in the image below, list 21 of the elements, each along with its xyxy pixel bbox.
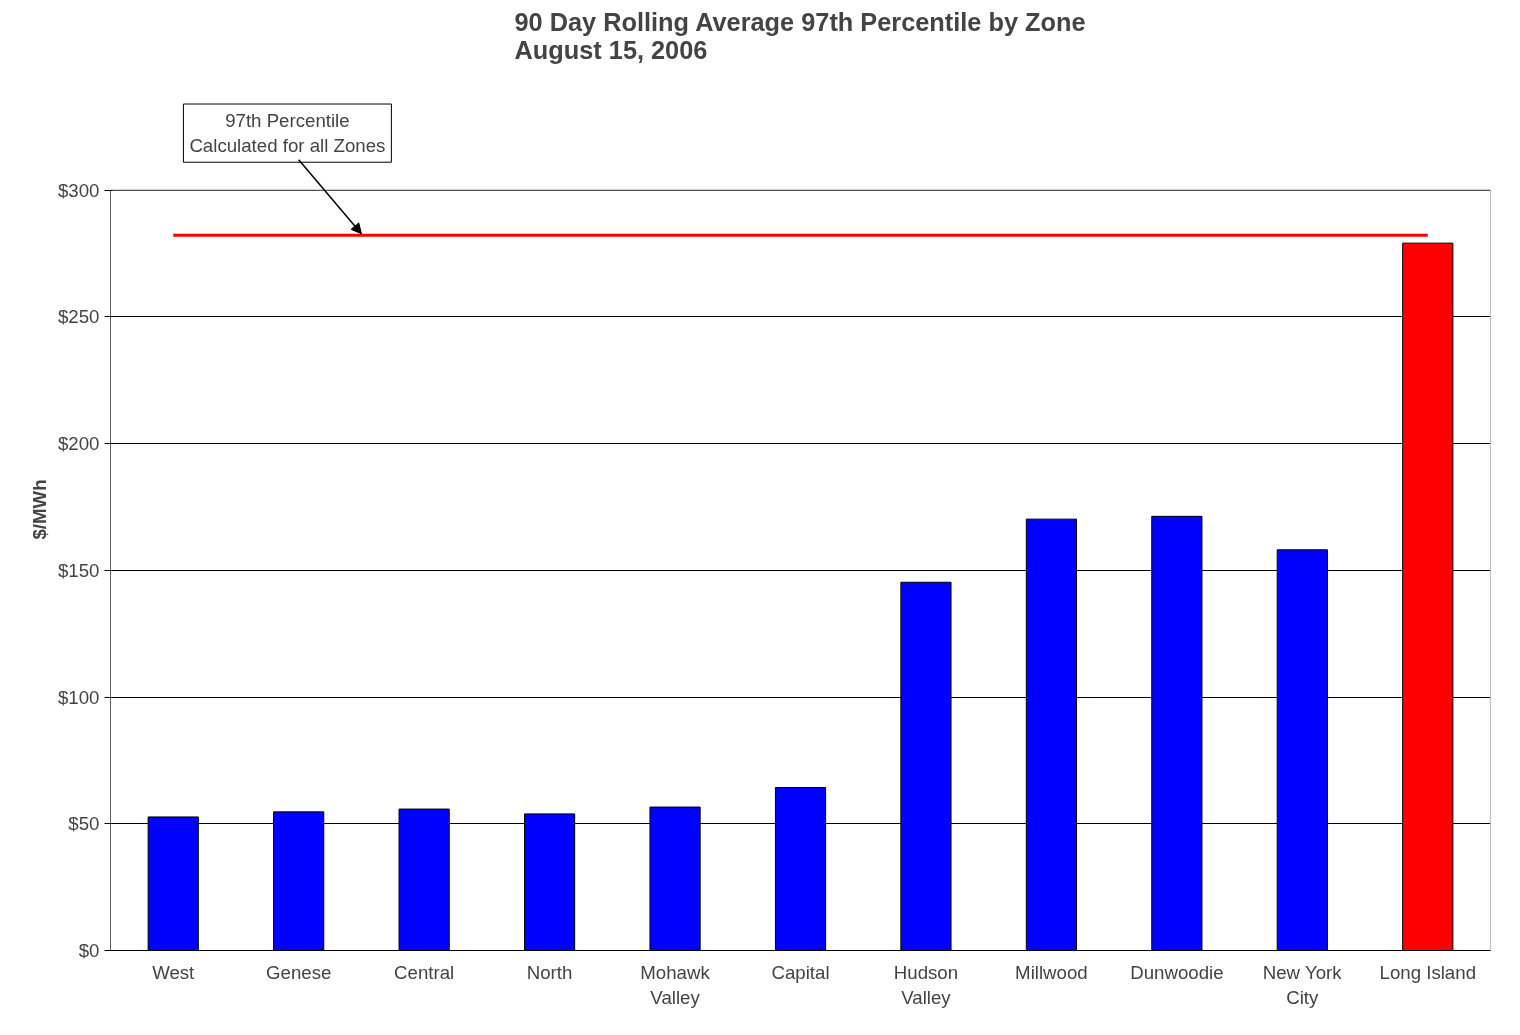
y-tick-label: $150	[58, 559, 100, 581]
y-tick-label: $300	[58, 179, 100, 201]
y-tick-label: $250	[58, 306, 100, 328]
chart-title: 90 Day Rolling Average 97th Percentile by Zone August 15, 2006	[514, 7, 1086, 64]
ref-line-label: 97th Percentile Calculated for all Zones	[189, 110, 386, 157]
y-tick-label: $0	[78, 940, 100, 961]
x-tick-label: Mohawk Valley	[640, 961, 711, 1008]
y-axis-title: $/MWh	[29, 479, 50, 540]
x-tick-label: Capital	[771, 961, 830, 983]
x-tick-label: North	[526, 961, 573, 983]
x-tick-label: New York City	[1262, 961, 1343, 1008]
x-tick-label: Long Island	[1379, 961, 1477, 983]
x-tick-label: Millwood	[1015, 961, 1088, 983]
y-tick-label: $200	[58, 433, 100, 455]
y-tick-label: $50	[68, 813, 100, 835]
x-tick-label: Genese	[266, 961, 332, 983]
x-tick-label: Central	[394, 961, 455, 983]
x-tick-label: Dunwoodie	[1130, 961, 1224, 983]
x-tick-label: Hudson Valley	[893, 961, 959, 1008]
y-tick-label: $100	[58, 686, 100, 708]
x-tick-label: West	[152, 961, 196, 983]
